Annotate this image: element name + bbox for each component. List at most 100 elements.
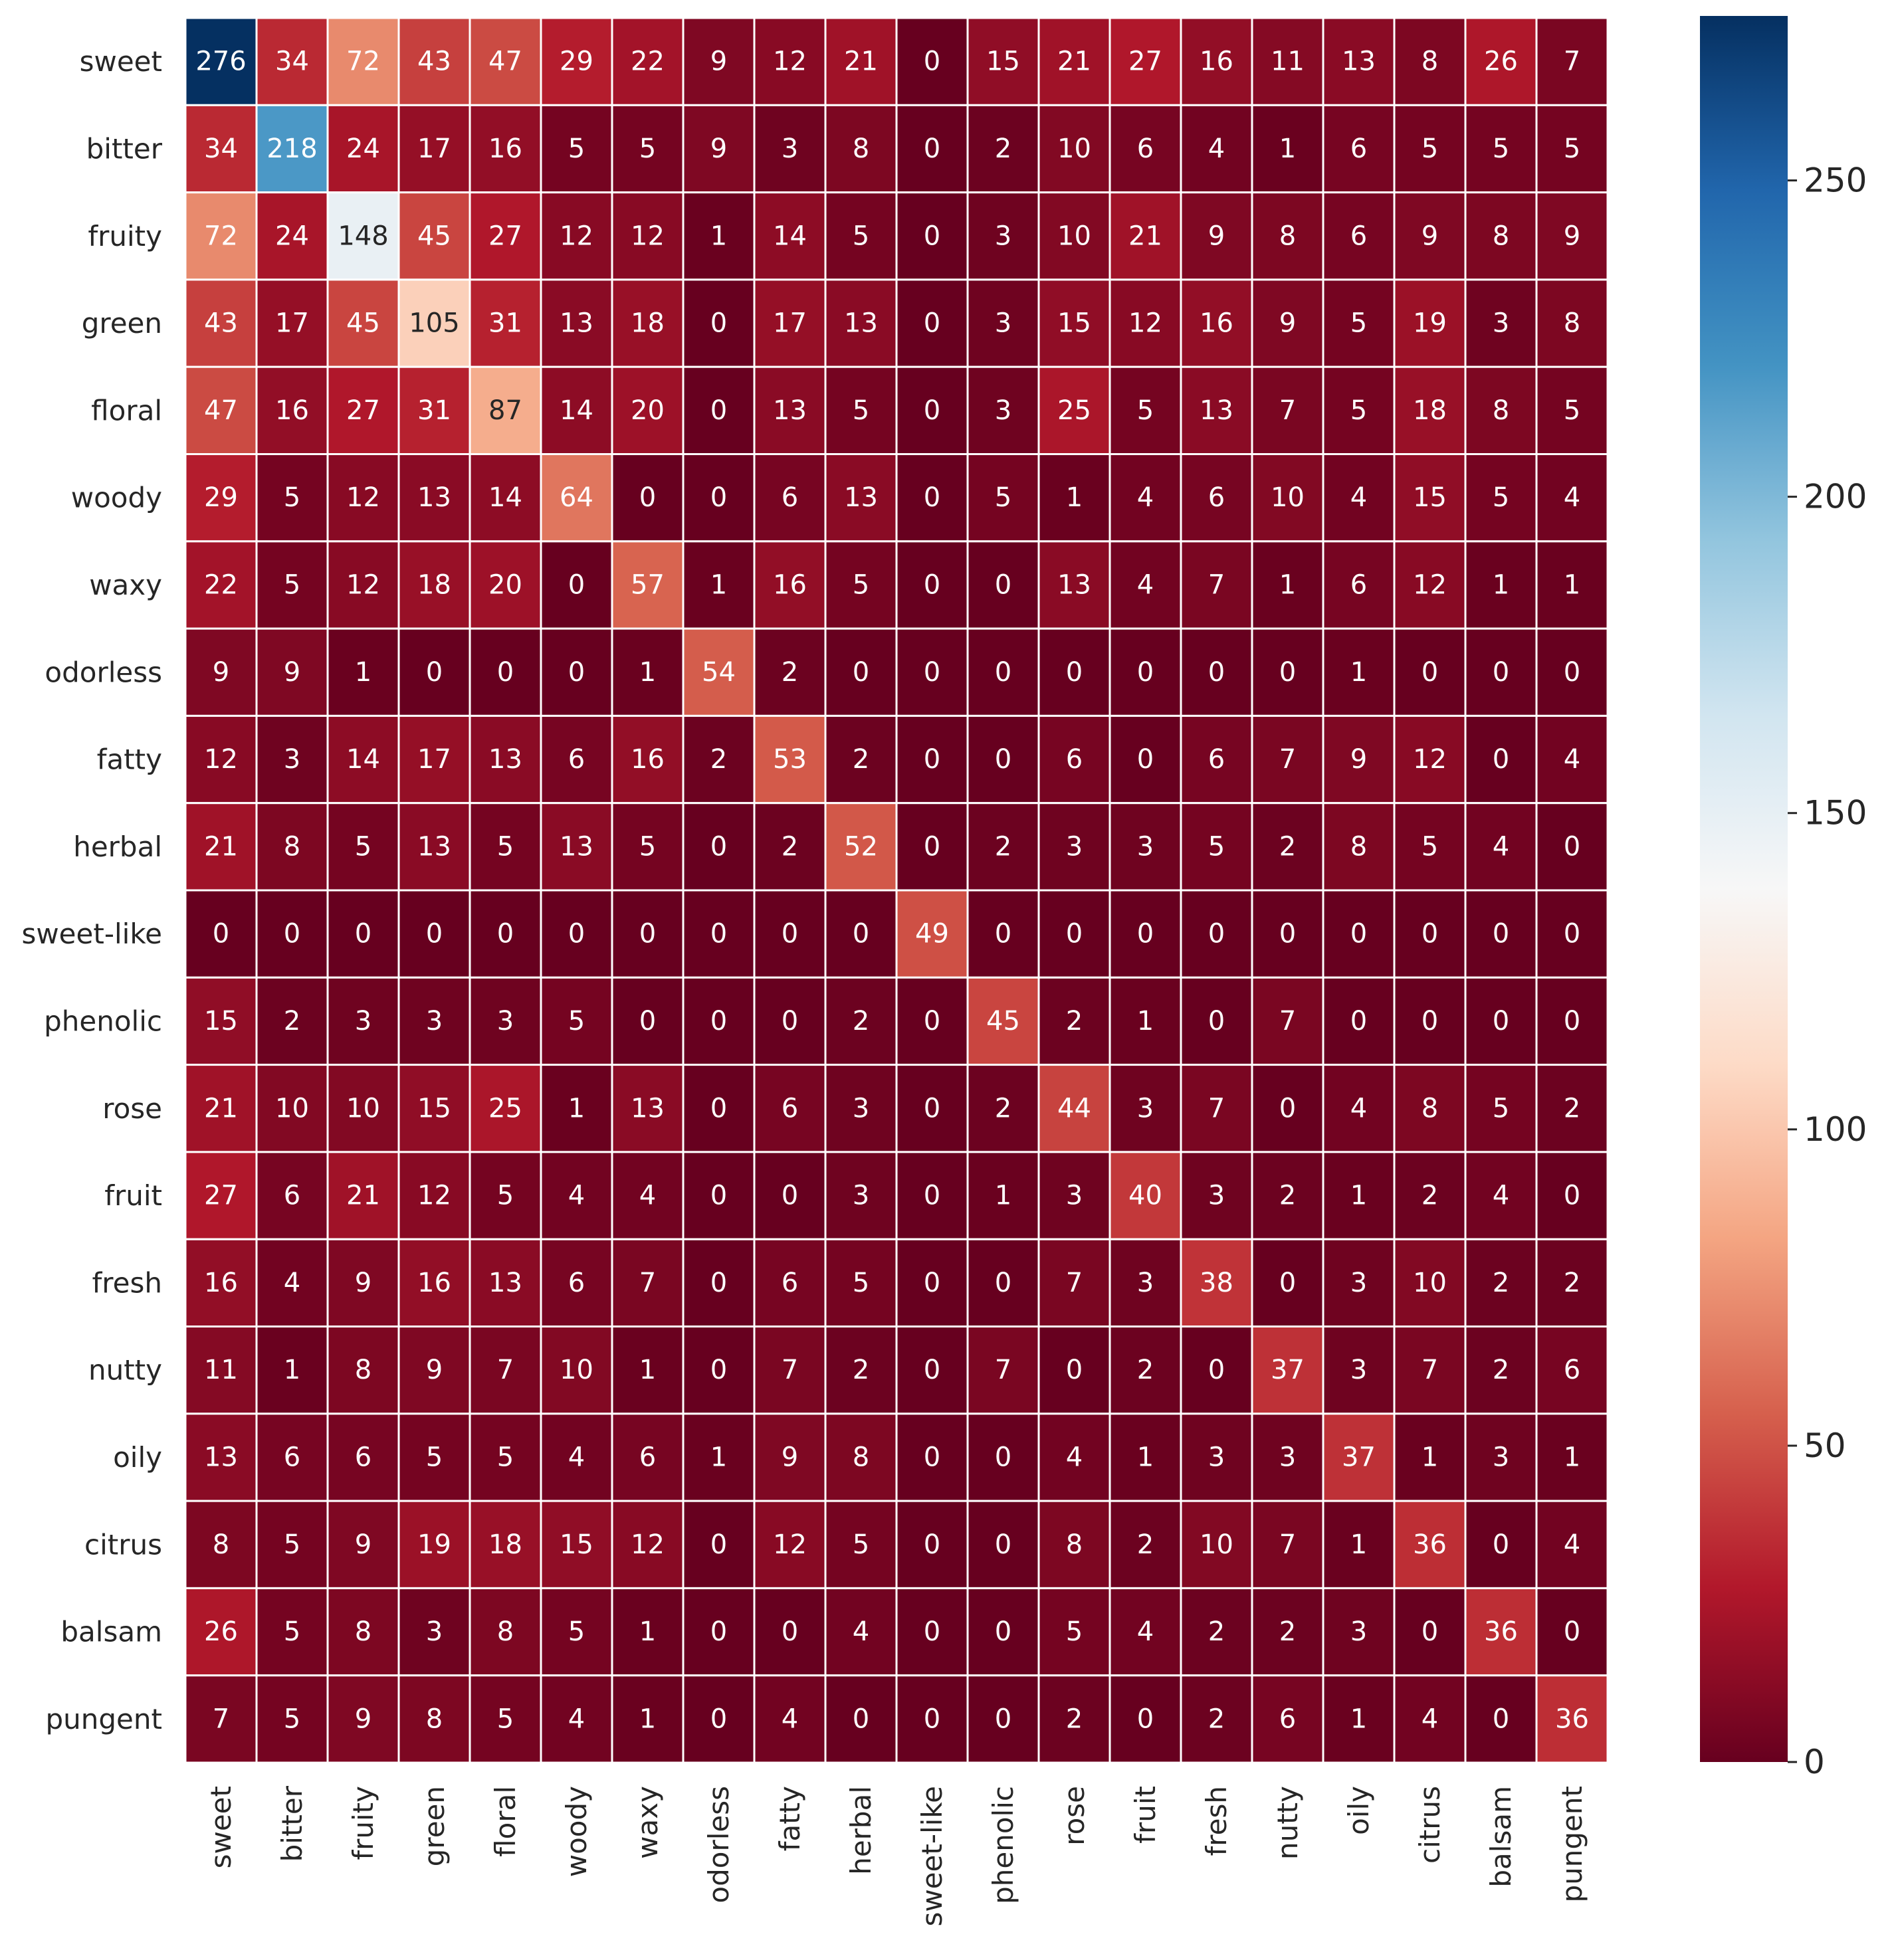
cell-value-label: 2 — [1208, 1617, 1225, 1647]
cell-value-label: 0 — [1137, 919, 1154, 949]
cell-value-label: 0 — [995, 1268, 1011, 1298]
cell-value-label: 0 — [1066, 919, 1083, 949]
cell-value-label: 4 — [1137, 569, 1154, 600]
heatmap-cell — [753, 104, 827, 194]
heatmap-cell — [1535, 714, 1609, 805]
heatmap-cell — [397, 1500, 471, 1589]
cell-value-label: 17 — [773, 308, 807, 339]
cell-value-label: 7 — [1208, 569, 1225, 600]
heatmap-cell — [895, 889, 969, 979]
cell-value-label: 16 — [773, 569, 807, 600]
cell-value-label: 1 — [639, 1704, 656, 1734]
heatmap-cell — [611, 1674, 685, 1764]
cell-value-label: 0 — [1208, 919, 1225, 949]
heatmap-cell — [1251, 714, 1324, 805]
cell-value-label: 4 — [1137, 1617, 1154, 1647]
heatmap-cell — [966, 278, 1040, 368]
heatmap-cell — [1180, 627, 1253, 717]
heatmap-cell — [1180, 1674, 1253, 1764]
cell-value-label: 12 — [631, 221, 665, 251]
cell-value-label: 12 — [1413, 744, 1447, 775]
cell-value-label: 0 — [853, 657, 869, 688]
cell-value-label: 2 — [1564, 1093, 1580, 1124]
heatmap-cell — [255, 104, 329, 194]
row-label: fresh — [92, 1266, 162, 1299]
heatmap-cell — [1535, 1500, 1609, 1589]
cell-value-label: 15 — [1413, 482, 1447, 513]
cell-value-label: 26 — [204, 1617, 238, 1647]
cell-value-label: 8 — [355, 1355, 371, 1385]
cell-value-label: 18 — [417, 569, 451, 600]
heatmap-cell — [1322, 1064, 1396, 1153]
heatmap-cell — [1251, 1413, 1324, 1502]
cell-value-label: 12 — [560, 221, 593, 251]
cell-value-label: 0 — [710, 482, 727, 513]
cell-value-label: 37 — [1342, 1442, 1376, 1472]
heatmap-cell — [326, 627, 400, 717]
cell-value-label: 0 — [924, 744, 940, 775]
cell-value-label: 34 — [275, 47, 309, 77]
cell-value-label: 13 — [417, 482, 451, 513]
heatmap-cell — [1108, 17, 1182, 106]
cell-value-label: 3 — [1066, 1181, 1083, 1211]
heatmap-cell — [1180, 1325, 1253, 1415]
heatmap-cell — [966, 453, 1040, 543]
heatmap-cell — [682, 17, 756, 106]
cell-value-label: 3 — [284, 744, 300, 775]
cell-value-label: 0 — [213, 919, 229, 949]
cell-value-label: 2 — [1493, 1355, 1509, 1385]
heatmap-cell — [1464, 714, 1538, 805]
cell-value-label: 0 — [782, 919, 798, 949]
cell-value-label: 22 — [204, 569, 238, 600]
row-label: balsam — [60, 1616, 162, 1648]
heatmap-cell — [1393, 453, 1467, 543]
cell-value-label: 12 — [204, 744, 238, 775]
cell-value-label: 9 — [355, 1704, 371, 1734]
cell-value-label: 0 — [710, 1529, 727, 1560]
cell-value-label: 4 — [1564, 1529, 1580, 1560]
heatmap-cell — [895, 1238, 969, 1327]
cell-value-label: 5 — [497, 1704, 514, 1734]
heatmap-cell — [824, 17, 898, 106]
cell-value-label: 0 — [924, 1442, 940, 1472]
cell-value-label: 5 — [1208, 831, 1225, 862]
row-label: fatty — [97, 743, 162, 776]
cell-value-label: 276 — [195, 47, 246, 77]
cell-value-label: 9 — [1208, 221, 1225, 251]
cell-value-label: 4 — [1208, 134, 1225, 164]
cell-value-label: 12 — [1413, 569, 1447, 600]
cell-value-label: 4 — [1422, 1704, 1438, 1734]
column-labels: sweet bitter fruity green floral woody waxy odo… — [205, 1785, 1588, 1926]
cell-value-label: 3 — [995, 395, 1011, 426]
heatmap-cell — [966, 17, 1040, 106]
heatmap-cell — [1251, 889, 1324, 979]
cell-value-label: 2 — [1493, 1268, 1509, 1298]
cell-value-label: 3 — [853, 1093, 869, 1124]
cell-value-label: 25 — [1057, 395, 1091, 426]
cell-value-label: 1 — [1564, 1442, 1580, 1472]
heatmap-cell — [1322, 1500, 1396, 1589]
heatmap-cell — [682, 889, 756, 979]
heatmap-cell — [1108, 889, 1182, 979]
heatmap-cell — [1322, 1238, 1396, 1327]
cell-value-label: 8 — [853, 134, 869, 164]
cell-value-label: 2 — [995, 831, 1011, 862]
heatmap-cell — [824, 627, 898, 717]
cell-value-label: 2 — [782, 657, 798, 688]
heatmap-cell — [753, 540, 827, 630]
cell-value-label: 0 — [710, 1181, 727, 1211]
cell-value-label: 1 — [1279, 569, 1296, 600]
cell-value-label: 0 — [497, 657, 514, 688]
heatmap-cell — [753, 976, 827, 1066]
heatmap-cell — [682, 453, 756, 543]
heatmap-cell — [1464, 278, 1538, 368]
cell-value-label: 0 — [1493, 1006, 1509, 1036]
row-label: sweet-like — [21, 918, 162, 950]
cell-value-label: 9 — [284, 657, 300, 688]
row-label: bitter — [86, 132, 163, 165]
cell-value-label: 43 — [417, 47, 451, 77]
cell-value-label: 1 — [355, 657, 371, 688]
cell-value-label: 5 — [1137, 395, 1154, 426]
cell-value-label: 5 — [1066, 1617, 1083, 1647]
heatmap-cell — [540, 191, 613, 281]
